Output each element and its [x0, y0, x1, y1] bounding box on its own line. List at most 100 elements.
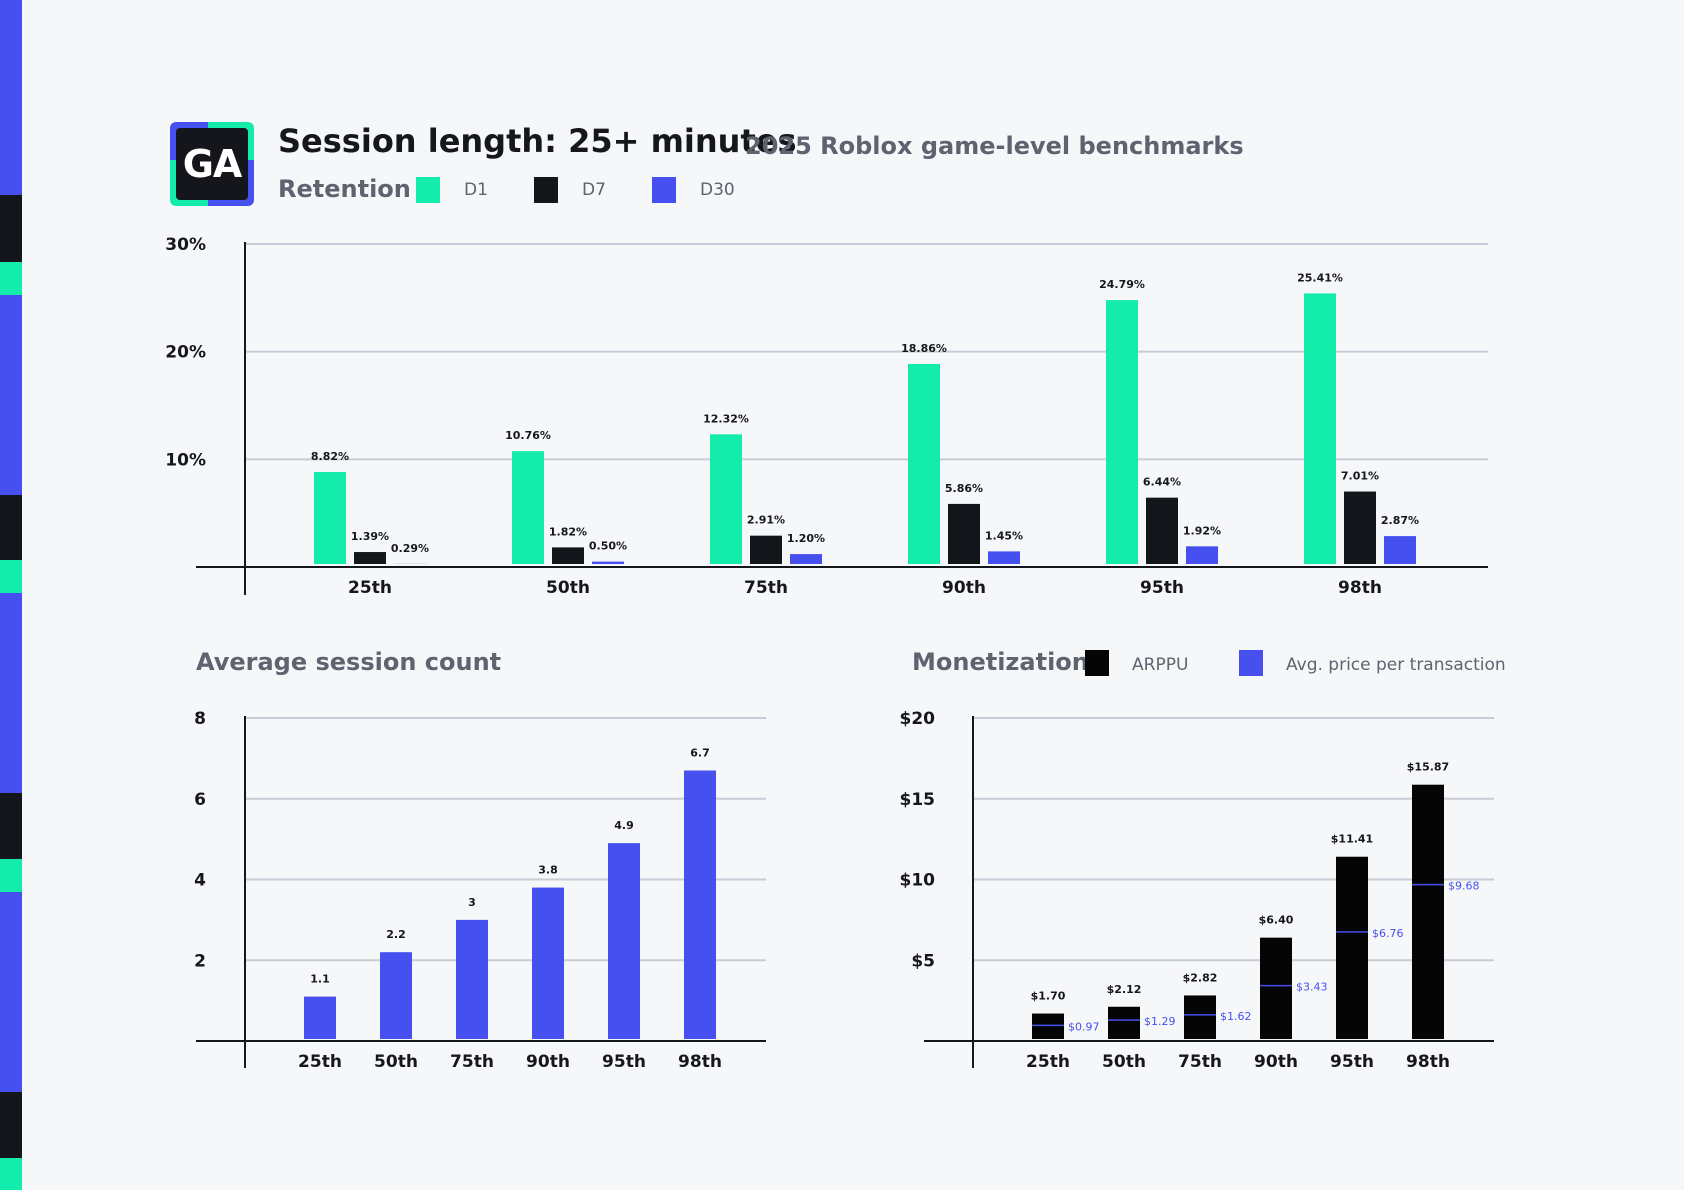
- retention-data-label: 6.44%: [1143, 476, 1181, 489]
- retention-x-tick: 25th: [348, 578, 392, 598]
- retention-data-label: 7.01%: [1341, 470, 1379, 483]
- retention-x-tick: 75th: [744, 578, 788, 598]
- money-y-tick: $5: [911, 951, 935, 971]
- retention-x-tick: 50th: [546, 578, 590, 598]
- money-x-tick: 75th: [1178, 1052, 1222, 1072]
- retention-y-tick: 30%: [165, 235, 206, 255]
- ga-logo: GA: [170, 122, 254, 206]
- retention-bar-d7: [354, 552, 386, 564]
- money-bar-arppu: [1260, 937, 1292, 1039]
- retention-data-label: 2.91%: [747, 514, 785, 527]
- session-bar: [456, 919, 488, 1039]
- money-bar-arppu: [1184, 995, 1216, 1039]
- retention-bar-d1: [908, 363, 940, 564]
- retention-x-tick: 98th: [1338, 578, 1382, 598]
- legend-swatch-d7: [534, 177, 558, 203]
- money-x-tick: 95th: [1330, 1052, 1374, 1072]
- retention-bar-d30: [592, 561, 624, 564]
- session-y-tick: 8: [194, 709, 206, 729]
- session-x-tick: 90th: [526, 1052, 570, 1072]
- money-data-label-price: $1.29: [1144, 1015, 1176, 1028]
- money-bar-arppu: [1032, 1013, 1064, 1039]
- money-data-label-price: $3.43: [1296, 981, 1328, 994]
- session-x-tick: 50th: [374, 1052, 418, 1072]
- money-data-label-arppu: $11.41: [1331, 833, 1373, 846]
- retention-x-tick: 95th: [1140, 578, 1184, 598]
- money-bar-arppu: [1336, 856, 1368, 1039]
- session-data-label: 4.9: [614, 819, 634, 832]
- legend-swatch-d1: [416, 177, 440, 203]
- session-x-tick: 98th: [678, 1052, 722, 1072]
- session-y-tick: 2: [194, 951, 206, 971]
- legend-label-d7: D7: [582, 180, 606, 200]
- session-x-tick: 75th: [450, 1052, 494, 1072]
- session-data-label: 3.8: [538, 864, 558, 877]
- retention-data-label: 1.45%: [985, 529, 1023, 542]
- page-subtitle: 2025 Roblox game-level benchmarks: [745, 132, 1244, 160]
- session-data-label: 3: [468, 896, 476, 909]
- retention-data-label: 0.29%: [391, 542, 429, 555]
- money-bar-arppu: [1108, 1006, 1140, 1039]
- session-bar: [304, 996, 336, 1039]
- money-data-label-price: $1.62: [1220, 1010, 1252, 1023]
- retention-data-label: 1.82%: [549, 525, 587, 538]
- logo-text: GA: [176, 128, 248, 200]
- retention-data-label: 8.82%: [311, 450, 349, 463]
- monetization-label: Monetization: [912, 648, 1089, 676]
- session-bar: [684, 770, 716, 1039]
- session-data-label: 2.2: [386, 928, 406, 941]
- money-bar-arppu: [1412, 784, 1444, 1039]
- retention-bar-d1: [1304, 293, 1336, 564]
- retention-bar-d1: [1106, 300, 1138, 564]
- money-data-label-arppu: $15.87: [1407, 761, 1449, 774]
- retention-data-label: 24.79%: [1099, 278, 1145, 291]
- side-stripe: [0, 0, 22, 1190]
- retention-bar-d7: [948, 503, 980, 564]
- retention-data-label: 10.76%: [505, 429, 551, 442]
- money-data-label-price: $9.68: [1448, 880, 1480, 893]
- legend-label-arppu: ARPPU: [1132, 655, 1189, 675]
- money-x-tick: 98th: [1406, 1052, 1450, 1072]
- retention-bar-d30: [1186, 546, 1218, 564]
- session-count-label: Average session count: [196, 648, 502, 676]
- retention-data-label: 5.86%: [945, 482, 983, 495]
- money-y-tick: $10: [900, 871, 936, 891]
- legend-swatch-price: [1239, 650, 1263, 676]
- retention-bar-d30: [790, 554, 822, 564]
- retention-data-label: 12.32%: [703, 412, 749, 425]
- retention-data-label: 0.50%: [589, 540, 627, 553]
- retention-bar-d1: [710, 434, 742, 564]
- money-data-label-arppu: $2.12: [1107, 983, 1142, 996]
- retention-bar-d7: [750, 535, 782, 564]
- session-x-tick: 25th: [298, 1052, 342, 1072]
- session-bar: [608, 843, 640, 1039]
- retention-data-label: 18.86%: [901, 342, 947, 355]
- session-bar: [380, 952, 412, 1039]
- money-data-label-arppu: $6.40: [1259, 914, 1294, 927]
- page-title: Session length: 25+ minutes: [278, 122, 797, 160]
- retention-y-tick: 20%: [165, 343, 206, 363]
- money-data-label-arppu: $2.82: [1183, 971, 1218, 984]
- retention-data-label: 2.87%: [1381, 514, 1419, 527]
- retention-bar-d1: [314, 472, 346, 564]
- money-x-tick: 25th: [1026, 1052, 1070, 1072]
- retention-bar-d7: [1146, 497, 1178, 564]
- session-bar: [532, 887, 564, 1039]
- session-y-tick: 4: [194, 871, 206, 891]
- retention-bar-d7: [1344, 491, 1376, 564]
- legend-swatch-d30: [652, 177, 676, 203]
- retention-data-label: 25.41%: [1297, 271, 1343, 284]
- legend-label-d30: D30: [700, 180, 735, 200]
- retention-data-label: 1.92%: [1183, 524, 1221, 537]
- session-y-tick: 6: [194, 790, 206, 810]
- session-data-label: 1.1: [310, 973, 330, 986]
- retention-bar-d1: [512, 451, 544, 564]
- money-x-tick: 50th: [1102, 1052, 1146, 1072]
- retention-data-label: 1.20%: [787, 532, 825, 545]
- retention-y-tick: 10%: [165, 450, 206, 470]
- money-y-tick: $20: [900, 709, 936, 729]
- legend-label-d1: D1: [464, 180, 488, 200]
- retention-bar-d30: [1384, 536, 1416, 564]
- money-data-label-price: $0.97: [1068, 1020, 1100, 1033]
